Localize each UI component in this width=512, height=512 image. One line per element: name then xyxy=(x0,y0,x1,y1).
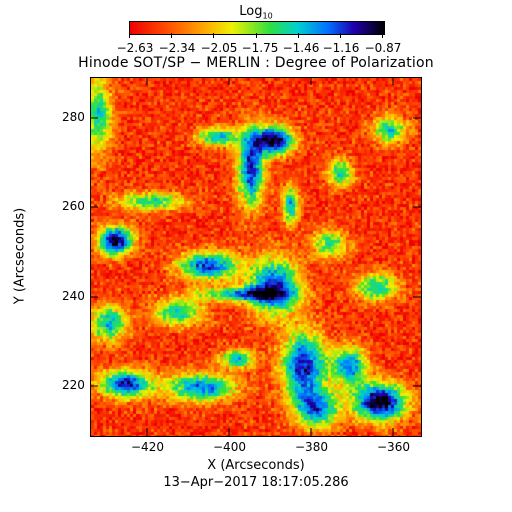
colorbar-tickmark xyxy=(129,33,130,38)
observation-timestamp: 13−Apr−2017 18:17:05.286 xyxy=(163,475,349,490)
colorbar-tick-label: −1.46 xyxy=(282,41,320,55)
polarization-map xyxy=(90,77,422,437)
polarization-map-image xyxy=(91,78,421,436)
x-axis-label: X (Arcseconds) xyxy=(207,458,305,473)
colorbar xyxy=(129,21,385,35)
y-axis-label: Y (Arcseconds) xyxy=(12,207,28,305)
x-tick-label: −420 xyxy=(131,440,164,454)
x-axis-ticks xyxy=(146,77,394,436)
colorbar-tickmark xyxy=(340,33,341,38)
colorbar-tick-label: −2.05 xyxy=(200,41,238,55)
colorbar-label-subscript: 10 xyxy=(262,11,273,21)
colorbar-tick-label: −0.87 xyxy=(364,41,402,55)
colorbar-tick-label: −1.75 xyxy=(241,41,279,55)
colorbar-tickmark xyxy=(298,33,299,38)
x-tick-label: −380 xyxy=(295,440,328,454)
colorbar-label-text: Log xyxy=(239,4,263,19)
y-axis-ticks xyxy=(90,117,421,387)
x-tick-label: −360 xyxy=(377,440,410,454)
colorbar-tick-label: −2.34 xyxy=(158,41,196,55)
colorbar-tick-label: −1.16 xyxy=(322,41,360,55)
colorbar-tickmark xyxy=(256,33,257,38)
colorbar-tickmark xyxy=(171,33,172,38)
x-tick-label: −400 xyxy=(213,440,246,454)
y-tick-label: 260 xyxy=(62,199,85,213)
colorbar-label: Log10 xyxy=(0,4,512,21)
colorbar-tick-label: −2.63 xyxy=(116,41,154,55)
colorbar-tickmark xyxy=(382,33,383,38)
y-tick-label: 280 xyxy=(62,110,85,124)
colorbar-tickmark xyxy=(213,33,214,38)
y-tick-label: 240 xyxy=(62,289,85,303)
plot-title: Hinode SOT/SP − MERLIN : Degree of Polar… xyxy=(78,55,434,71)
y-tick-label: 220 xyxy=(62,378,85,392)
